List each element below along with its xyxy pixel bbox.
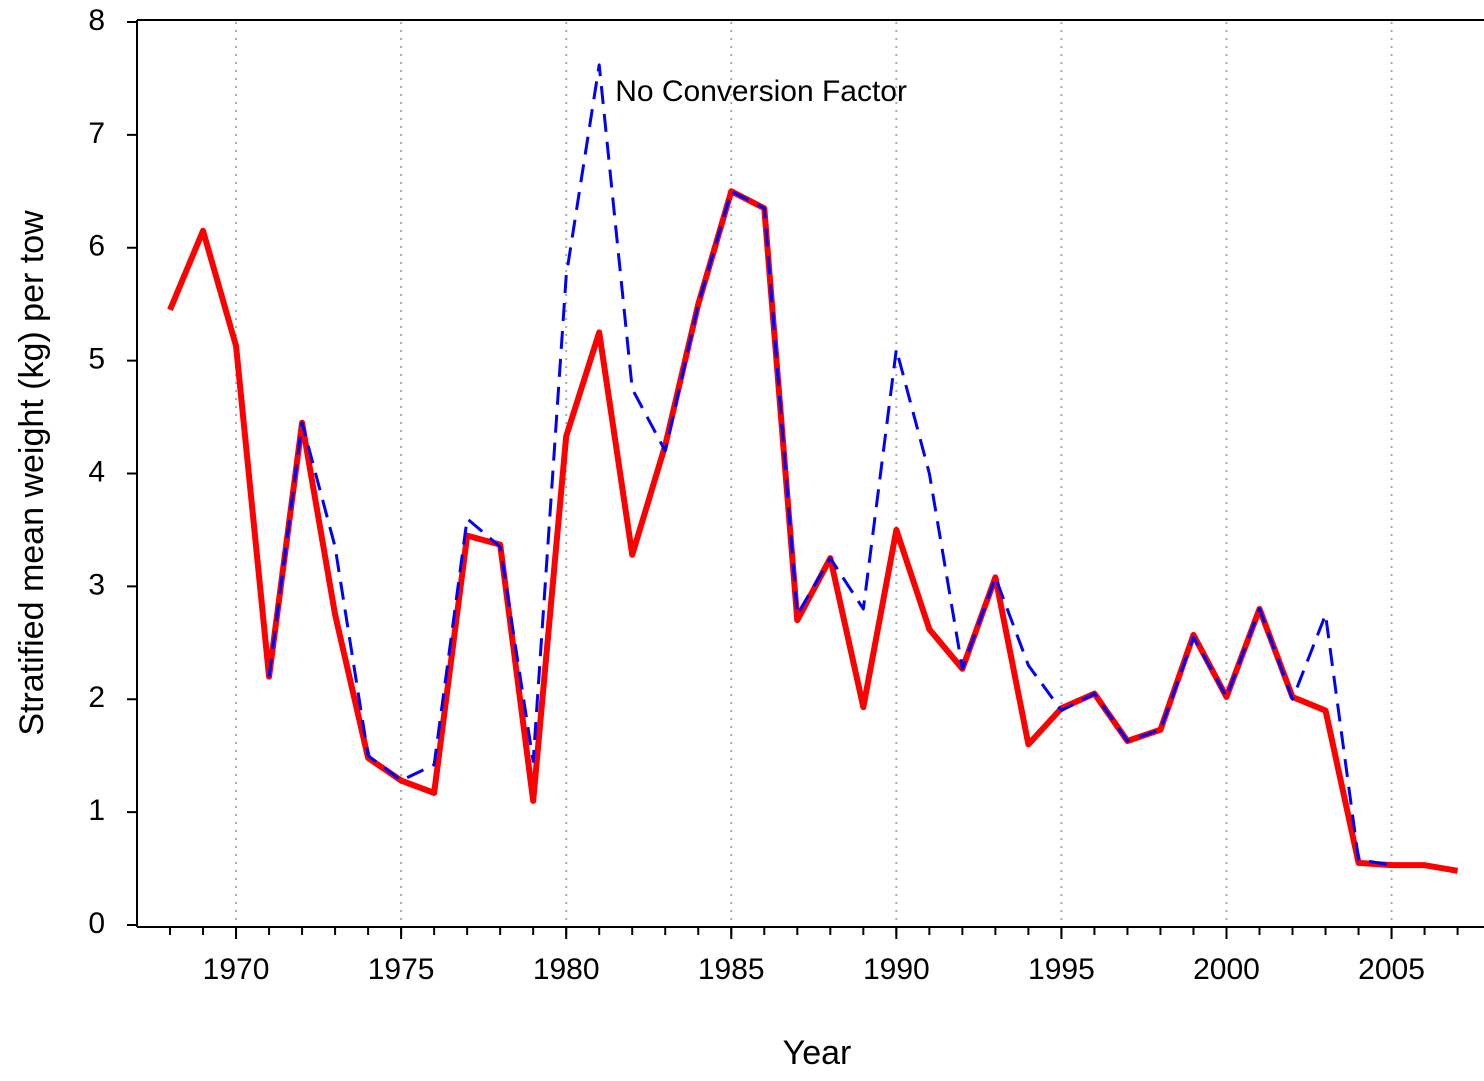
x-axis-label: Year bbox=[783, 1034, 852, 1072]
y-tick-label: 1 bbox=[88, 794, 105, 827]
x-tick-label: 1975 bbox=[368, 953, 435, 986]
y-tick-label: 2 bbox=[88, 681, 105, 714]
x-tick-label: 1970 bbox=[203, 953, 270, 986]
series-annotation: No Conversion Factor bbox=[615, 75, 907, 108]
x-tick-label: 1995 bbox=[1028, 953, 1095, 986]
y-tick-label: 4 bbox=[88, 455, 105, 488]
y-tick-label: 7 bbox=[88, 117, 105, 150]
x-tick-label: 1985 bbox=[698, 953, 765, 986]
x-tick-label: 2000 bbox=[1193, 953, 1260, 986]
x-tick-label: 2005 bbox=[1358, 953, 1425, 986]
y-tick-label: 0 bbox=[88, 907, 105, 940]
x-tick-label: 1980 bbox=[533, 953, 600, 986]
x-tick-label: 1990 bbox=[863, 953, 930, 986]
series-line bbox=[167, 188, 1459, 874]
y-tick-label: 6 bbox=[88, 230, 105, 263]
y-tick-label: 5 bbox=[88, 343, 105, 376]
y-tick-label: 3 bbox=[88, 568, 105, 601]
y-axis-label: Stratified mean weight (kg) per tow bbox=[13, 210, 51, 736]
series-line bbox=[267, 63, 1392, 867]
y-tick-label: 8 bbox=[88, 4, 105, 37]
